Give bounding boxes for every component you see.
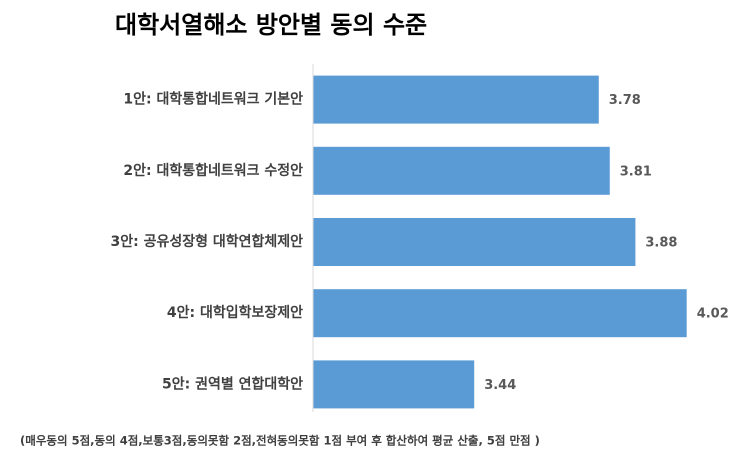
bar: [313, 289, 687, 338]
value-label: 3.78: [609, 93, 641, 108]
y-tick-label: 5안: 권역별 연합대학안: [162, 375, 303, 392]
bar: [313, 146, 610, 195]
value-label: 3.88: [645, 236, 677, 251]
bar: [313, 218, 636, 266]
y-tick-label: 2안: 대학통합네트워크 수정안: [123, 162, 303, 179]
bar: [313, 75, 599, 124]
y-tick-label: 4안: 대학입학보장제안: [167, 304, 303, 321]
value-label: 3.81: [620, 164, 652, 179]
y-tick-label: 1안: 대학통합네트워크 기본안: [123, 91, 303, 108]
value-label: 4.02: [697, 307, 729, 322]
value-label: 3.44: [484, 378, 516, 393]
bar: [313, 360, 475, 409]
y-tick-label: 3안: 공유성장형 대학연합체제안: [110, 233, 303, 250]
footnote: (매우동의 5점,동의 4점,보통3점,동의못함 2점,전혀동의못함 1점 부여…: [20, 434, 540, 448]
chart-title: 대학서열해소 방안별 동의 수준: [115, 11, 427, 39]
